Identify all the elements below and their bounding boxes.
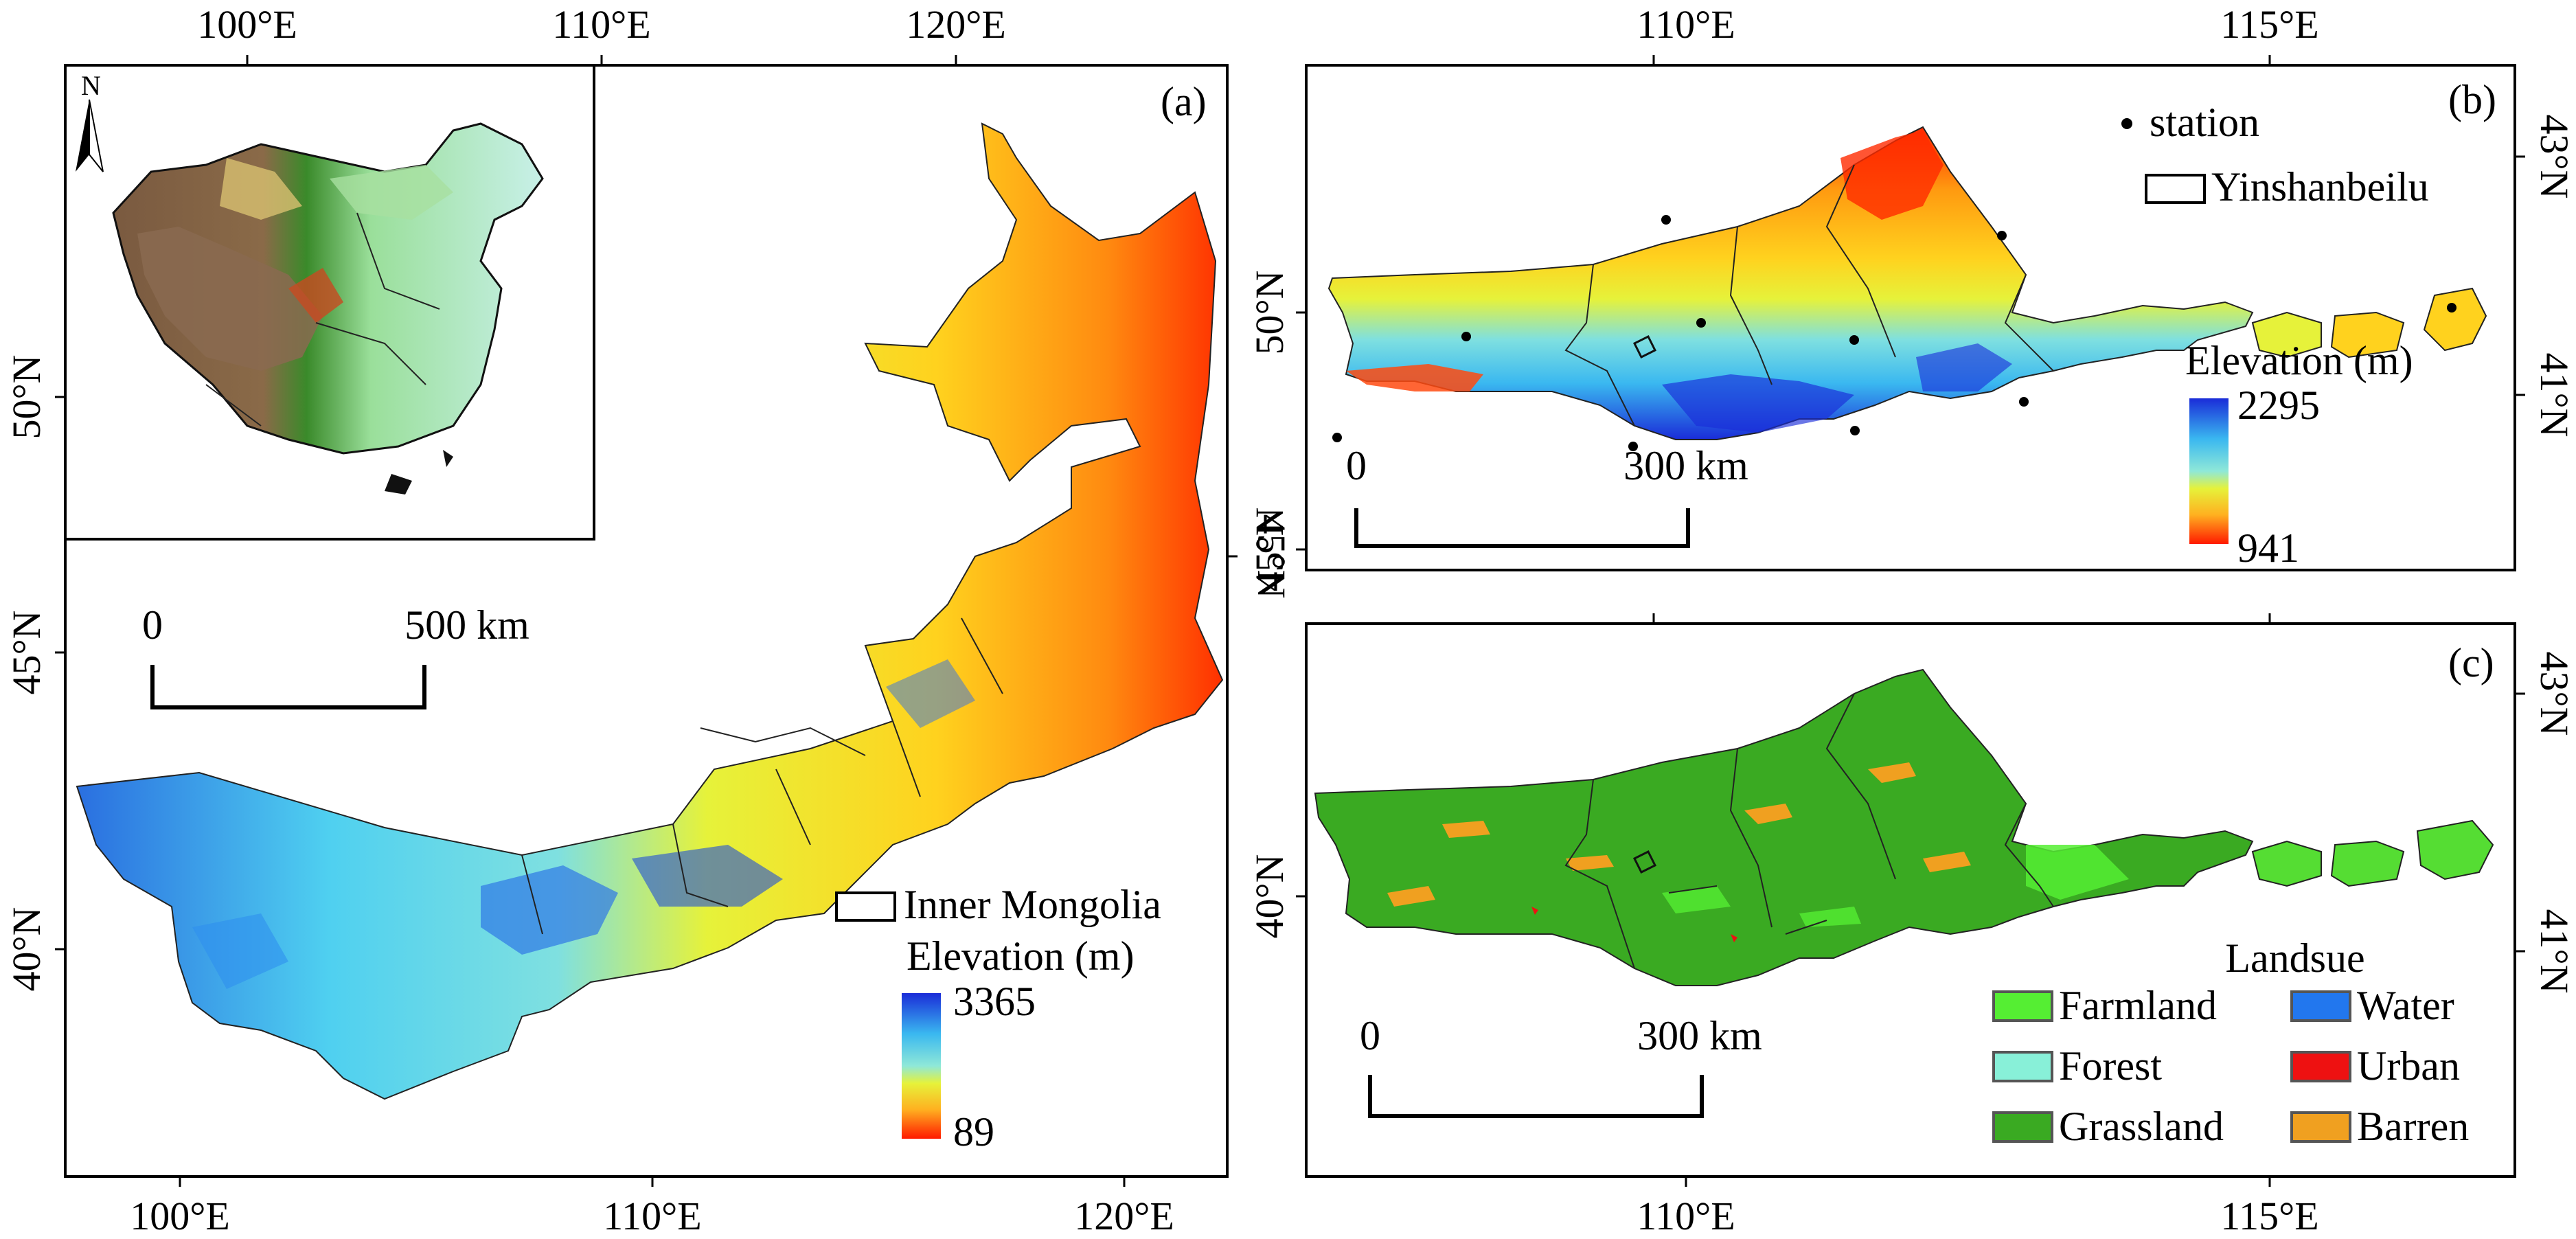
panel-a-bottom-axis: 100°E 110°E 120°E	[130, 1177, 1174, 1238]
station-point	[2447, 303, 2457, 312]
panel-c-right-tick-41: 41°N	[2532, 909, 2576, 993]
panel-b-left-axis: 50°N 45°N	[1247, 270, 1306, 592]
panel-a-scale-end: 500 km	[404, 602, 529, 648]
legend-barren: Barren	[2357, 1104, 2469, 1149]
station-point	[2019, 397, 2029, 407]
panel-c-bottom-tick-110: 110°E	[1637, 1194, 1735, 1238]
swatch-urban	[2290, 1051, 2351, 1082]
panel-a: N (a) 100°E 110°E 120°E 100°E 110°E 120°…	[4, 2, 1294, 1238]
yinshanbeilu-boundary-swatch	[2145, 174, 2206, 204]
panel-c-left-tick-40: 40°N	[1247, 854, 1292, 938]
station-point	[1628, 442, 1638, 451]
panel-a-legend-min: 89	[953, 1109, 994, 1155]
panel-a-left-tick-40: 40°N	[4, 907, 49, 991]
china-inset: N	[64, 64, 595, 541]
swatch-grassland	[1992, 1111, 2053, 1143]
panel-b-scale-start: 0	[1346, 443, 1367, 488]
legend-yinshanbeilu: Yinshanbeilu	[2211, 164, 2429, 209]
north-label: N	[81, 70, 101, 101]
panel-b-left-tick-45: 45°N	[1247, 507, 1292, 591]
panel-b-right-tick-43: 43°N	[2532, 114, 2576, 198]
panel-a-scale-bar: 0 500 km	[142, 602, 529, 709]
yinshanbeilu-landuse-map	[1314, 668, 2254, 986]
panel-a-bottom-tick-110: 110°E	[603, 1194, 701, 1238]
panel-c-scale-start: 0	[1360, 1013, 1380, 1058]
panel-c-bottom-axis: 110°E 115°E	[1637, 1177, 2319, 1238]
panel-a-top-tick-120: 120°E	[906, 2, 1006, 47]
panel-a-legend-max: 3365	[953, 979, 1036, 1024]
panel-c-scale-bar: 0 300 km	[1360, 1013, 1762, 1118]
panel-c-legend: Landsue Farmland Water Forest Urban Gras…	[1992, 935, 2469, 1149]
panel-c-bottom-tick-115: 115°E	[2220, 1194, 2318, 1238]
legend-urban: Urban	[2357, 1043, 2460, 1089]
panel-a-label: (a)	[1161, 79, 1207, 124]
panel-a-right-axis: 45°N	[1227, 514, 1294, 599]
panel-a-top-tick-100: 100°E	[197, 2, 297, 47]
panel-b-right-axis: 43°N 41°N	[2515, 114, 2576, 437]
inner-mongolia-elevation-map	[76, 122, 1224, 1100]
swatch-forest	[1992, 1051, 2053, 1082]
legend-station: station	[2150, 100, 2259, 145]
legend-inner-mongolia: Inner Mongolia	[904, 882, 1161, 927]
panel-b-legend: station Yinshanbeilu Elevation (m) 2295 …	[2121, 100, 2429, 571]
panel-c-right-axis: 43°N 41°N	[2515, 651, 2576, 994]
station-point	[1997, 231, 2007, 240]
panel-c-right-tick-43: 43°N	[2532, 651, 2576, 736]
legend-forest: Forest	[2059, 1043, 2162, 1089]
panel-a-left-tick-50: 50°N	[4, 354, 49, 439]
north-arrow-icon: N	[76, 70, 104, 172]
panel-c-label: (c)	[2448, 640, 2494, 685]
station-point	[1696, 318, 1706, 328]
station-point	[1849, 335, 1859, 345]
panel-a-top-tick-110: 110°E	[552, 2, 650, 47]
station-point	[1461, 332, 1471, 341]
panel-a-bottom-tick-120: 120°E	[1074, 1194, 1174, 1238]
panel-c: (c) Landsue Farmland Water Forest Urban …	[1247, 613, 2576, 1238]
panel-b-top-tick-115: 115°E	[2220, 2, 2318, 47]
panel-a-left-tick-45: 45°N	[4, 610, 49, 694]
panel-b-legend-min: 941	[2237, 525, 2299, 571]
station-point	[1332, 433, 1342, 442]
panel-b-scale-bar: 0 300 km	[1346, 443, 1748, 548]
station-legend-icon	[2121, 118, 2132, 129]
panel-a-scale-start: 0	[142, 602, 163, 648]
panel-b-left-tick-50: 50°N	[1247, 270, 1292, 354]
panel-b-legend-max: 2295	[2237, 383, 2320, 428]
legend-grassland: Grassland	[2059, 1104, 2224, 1149]
legend-farmland: Farmland	[2059, 983, 2217, 1028]
station-point	[1661, 215, 1671, 225]
panel-b-label: (b)	[2448, 77, 2496, 122]
swatch-water	[2290, 990, 2351, 1022]
panel-a-right-tick-45: 45°N	[1249, 514, 1294, 598]
panel-a-left-axis: 50°N 45°N 40°N	[4, 354, 65, 992]
panel-a-legend-title: Elevation (m)	[907, 933, 1135, 979]
panel-b-top-tick-110: 110°E	[1637, 2, 1735, 47]
panel-b-elevation-colorbar	[2189, 398, 2229, 544]
panel-c-left-axis: 40°N	[1247, 854, 1306, 939]
swatch-barren	[2290, 1111, 2351, 1143]
panel-c-top-ticks	[1652, 613, 2271, 624]
swatch-farmland	[1992, 990, 2053, 1022]
stations	[1332, 215, 2457, 451]
inner-mongolia-boundary-swatch	[835, 891, 896, 922]
panel-b-legend-title: Elevation (m)	[2185, 338, 2413, 383]
legend-water: Water	[2357, 983, 2454, 1028]
panel-a-top-axis: 100°E 110°E 120°E	[197, 2, 1006, 65]
panel-c-scale-end: 300 km	[1637, 1013, 1762, 1058]
panel-b-scale-end: 300 km	[1623, 443, 1748, 488]
panel-c-legend-title: Landsue	[2225, 935, 2364, 981]
panel-a-legend: Inner Mongolia Elevation (m) 3365 89	[835, 882, 1161, 1155]
panel-b-top-axis: 110°E 115°E	[1637, 2, 2319, 65]
panel-b-right-tick-41: 41°N	[2532, 352, 2576, 437]
panel-a-bottom-tick-100: 100°E	[130, 1194, 230, 1238]
panel-b: (b) station Yinshanbeilu Elevation (m) 2…	[1247, 2, 2576, 592]
panel-a-elevation-colorbar	[902, 993, 941, 1139]
station-point	[1850, 426, 1860, 435]
